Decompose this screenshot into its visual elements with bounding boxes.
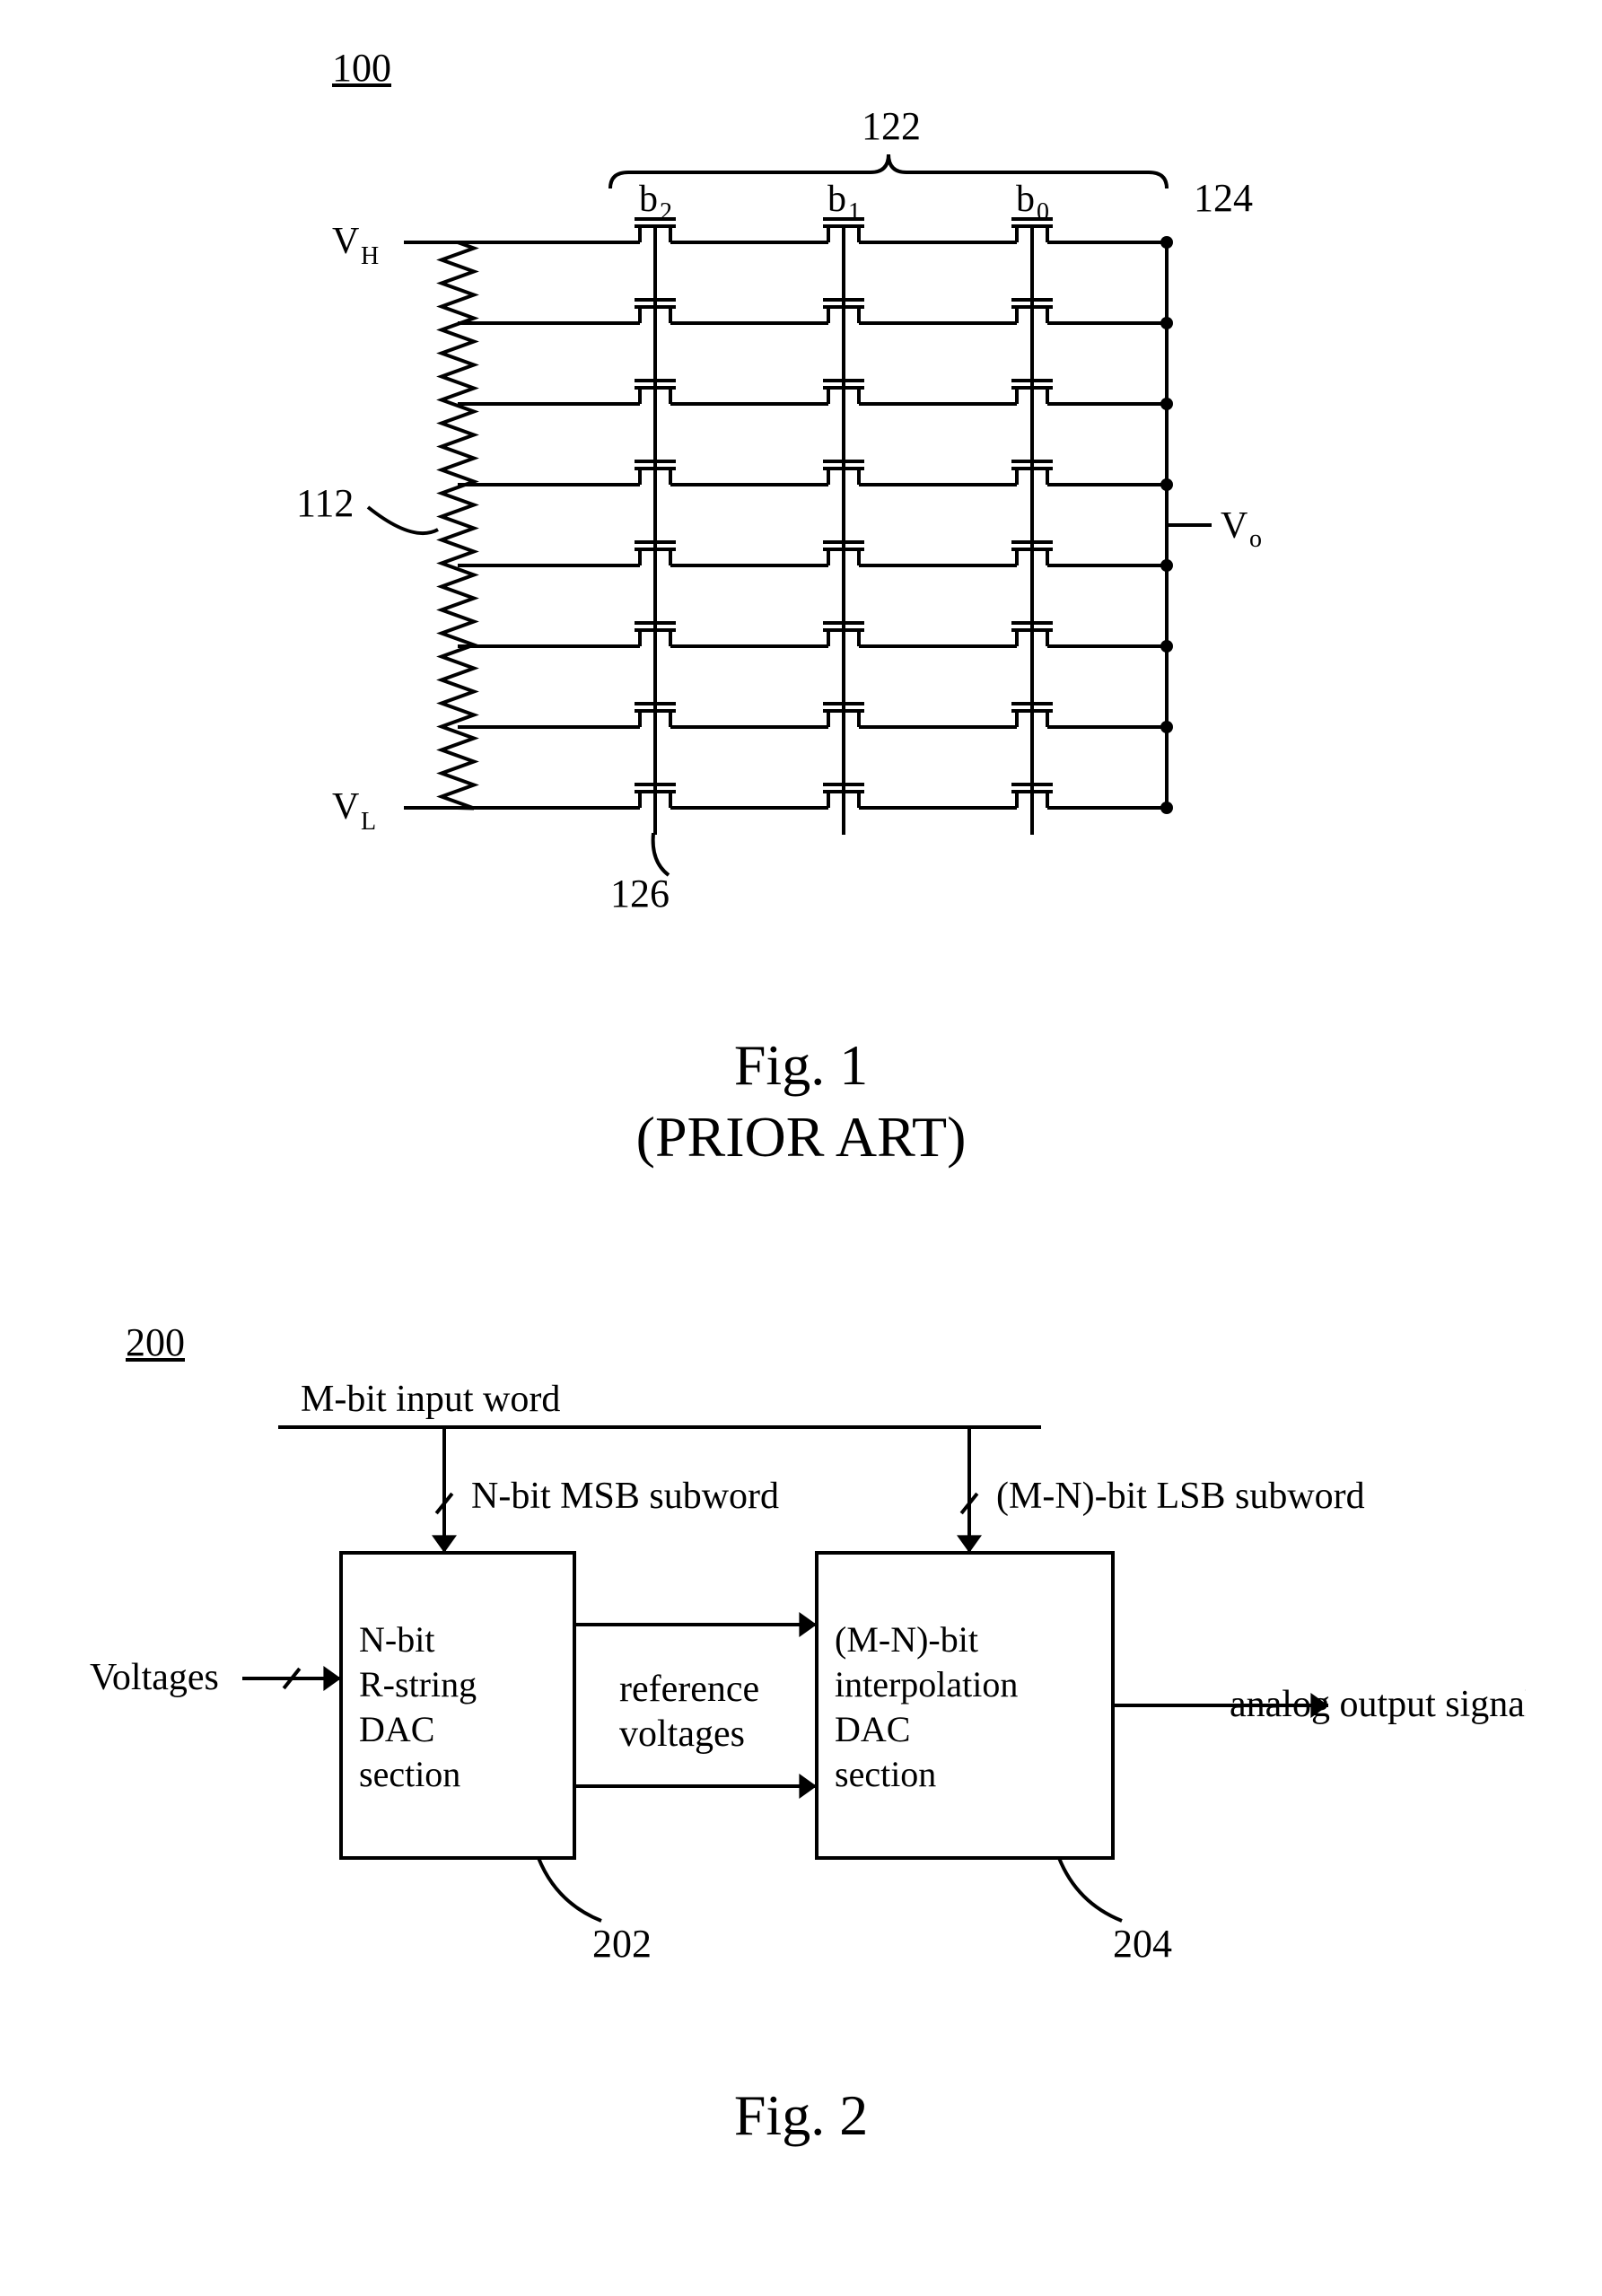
svg-text:2: 2 [660, 198, 672, 226]
fig1-caption-1: Fig. 1 [0, 1032, 1602, 1099]
svg-text:b: b [827, 179, 846, 220]
fig1-schematic: 122b2b1b0124VHVL112Vo126 [269, 63, 1301, 1005]
svg-text:(M-N)-bit LSB subword: (M-N)-bit LSB subword [996, 1476, 1365, 1517]
svg-text:b: b [639, 179, 658, 220]
svg-text:DAC: DAC [835, 1709, 910, 1749]
svg-text:M-bit input word: M-bit input word [301, 1379, 560, 1420]
svg-text:H: H [361, 242, 379, 270]
svg-text:DAC: DAC [359, 1709, 434, 1749]
svg-text:Voltages: Voltages [90, 1657, 219, 1698]
fig2-block-diagram: M-bit input word N-bit MSB subword (M-N)-b… [72, 1319, 1526, 2055]
svg-text:V: V [332, 221, 359, 262]
svg-text:N-bit MSB subword: N-bit MSB subword [471, 1476, 779, 1517]
svg-text:o: o [1249, 525, 1262, 553]
svg-text:202: 202 [592, 1922, 652, 1966]
svg-text:analog output signal: analog output signal [1230, 1684, 1526, 1725]
svg-text:voltages: voltages [619, 1713, 745, 1755]
svg-text:R-string: R-string [359, 1664, 477, 1704]
svg-text:1: 1 [848, 198, 861, 226]
svg-text:N-bit: N-bit [359, 1619, 434, 1660]
svg-text:interpolation: interpolation [835, 1664, 1018, 1704]
svg-text:b: b [1016, 179, 1035, 220]
svg-text:0: 0 [1037, 198, 1049, 226]
fig2-caption: Fig. 2 [0, 2082, 1602, 2149]
svg-text:V: V [332, 786, 359, 828]
svg-text:L: L [361, 808, 376, 836]
fig1-caption-2: (PRIOR ART) [0, 1104, 1602, 1170]
svg-text:124: 124 [1194, 176, 1253, 220]
svg-text:section: section [835, 1754, 936, 1794]
svg-text:(M-N)-bit: (M-N)-bit [835, 1619, 978, 1660]
svg-text:204: 204 [1113, 1922, 1172, 1966]
svg-text:126: 126 [610, 872, 670, 916]
svg-text:reference: reference [619, 1669, 759, 1710]
svg-text:V: V [1221, 505, 1247, 547]
svg-text:112: 112 [296, 481, 354, 525]
svg-text:122: 122 [862, 104, 921, 148]
svg-text:section: section [359, 1754, 460, 1794]
